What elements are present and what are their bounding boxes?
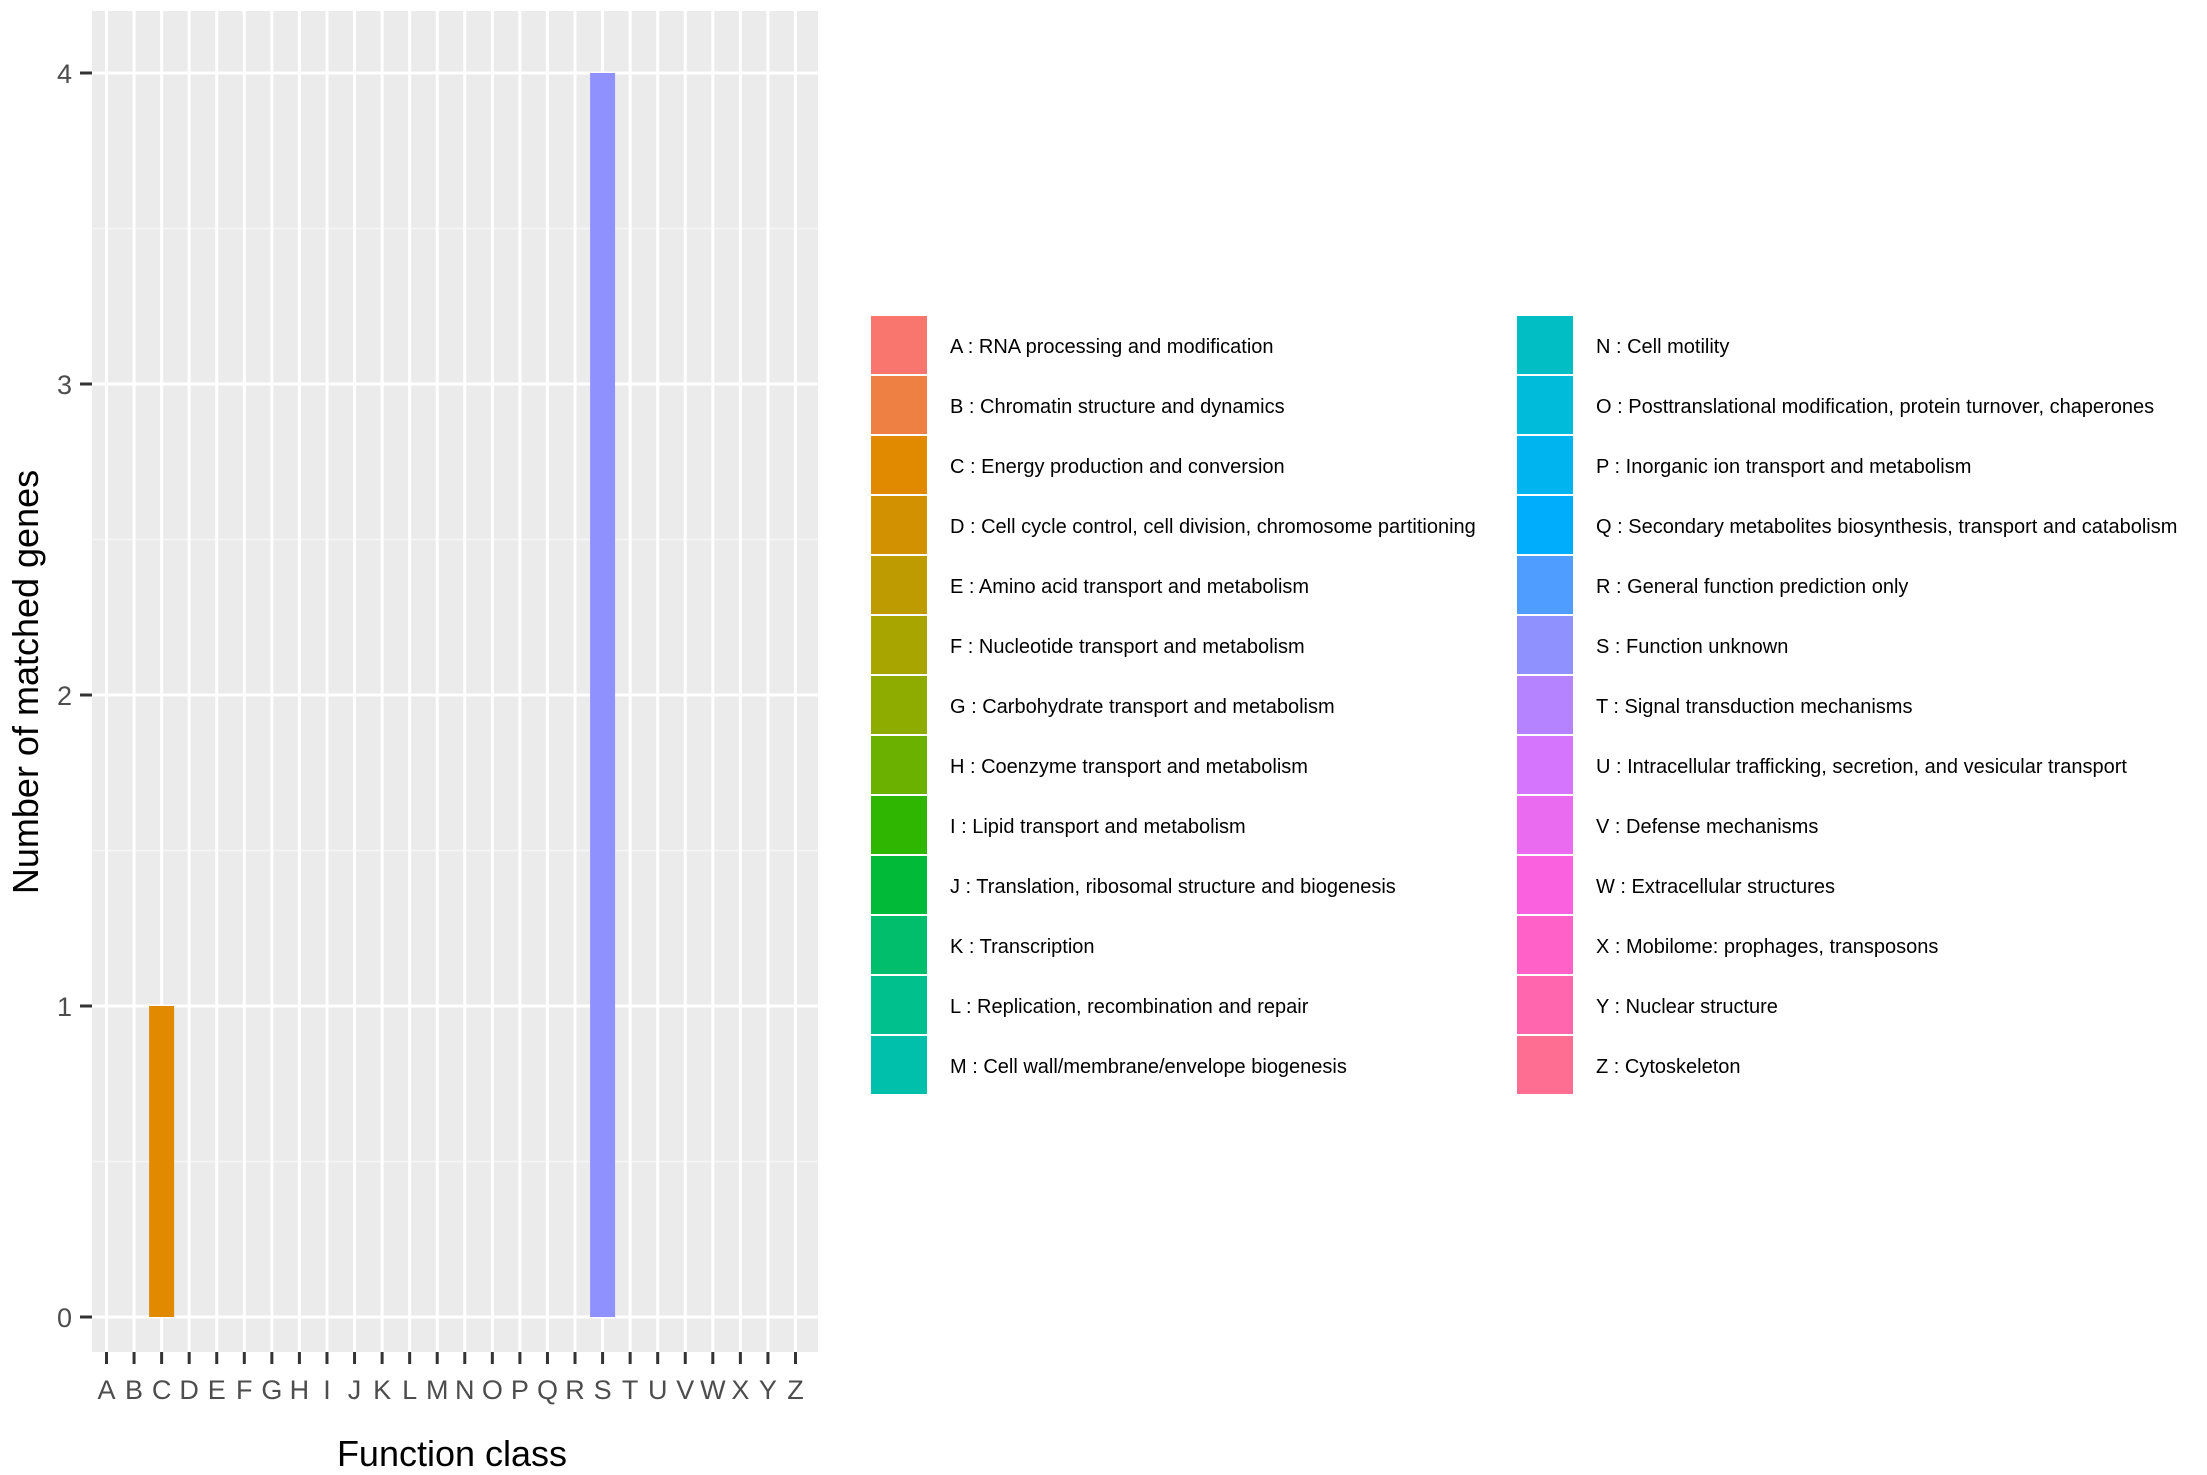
legend-label: G : Carbohydrate transport and metabolis… [950, 696, 1335, 718]
legend-key [1517, 316, 1573, 374]
legend-label: S : Function unknown [1596, 636, 1788, 658]
legend-label: A : RNA processing and modification [950, 336, 1274, 358]
legend-key [1517, 916, 1573, 974]
y-tick-label: 1 [57, 992, 72, 1022]
bars [149, 73, 616, 1317]
x-tick-label: R [565, 1375, 585, 1405]
legend-label: Q : Secondary metabolites biosynthesis, … [1596, 516, 2177, 538]
legend-label: N : Cell motility [1596, 336, 1729, 358]
x-tick-label: N [455, 1375, 475, 1405]
legend-key [871, 376, 927, 434]
bar-c [149, 1006, 175, 1317]
legend-label: F : Nucleotide transport and metabolism [950, 636, 1305, 658]
legend-label: X : Mobilome: prophages, transposons [1596, 936, 1938, 958]
legend-key [1517, 556, 1573, 614]
x-tick-label: K [373, 1375, 391, 1405]
legend-label: M : Cell wall/membrane/envelope biogenes… [950, 1056, 1347, 1078]
x-axis-title: Function class [337, 1433, 567, 1474]
axes: 0 1 2 3 4 A B C D E F G H I J K L M N O P Q R S T U V W X Y Z [57, 59, 804, 1405]
legend-key [871, 436, 927, 494]
legend-label: O : Posttranslational modification, prot… [1596, 396, 2154, 418]
x-tick-label: E [208, 1375, 226, 1405]
x-tick-label: C [152, 1375, 172, 1405]
legend-key [1517, 736, 1573, 794]
legend-label: K : Transcription [950, 936, 1095, 958]
legend-key [1517, 376, 1573, 434]
y-tick-label: 3 [57, 370, 72, 400]
x-tick-label: X [731, 1375, 749, 1405]
legend-key [871, 976, 927, 1034]
x-tick-label: G [261, 1375, 282, 1405]
legend-key [1517, 796, 1573, 854]
x-tick-label: A [97, 1375, 115, 1405]
legend-key [871, 1036, 927, 1094]
x-tick-label: Q [537, 1375, 558, 1405]
legend-key [871, 796, 927, 854]
plot-panel [92, 11, 818, 1352]
legend-key [1517, 1036, 1573, 1094]
x-tick-label: V [676, 1375, 694, 1405]
legend-label: R : General function prediction only [1596, 576, 1908, 598]
legend-label: Y : Nuclear structure [1596, 996, 1778, 1018]
grid-lines [92, 11, 818, 1352]
x-tick-label: T [622, 1375, 639, 1405]
x-tick-label: M [426, 1375, 449, 1405]
legend-label: Z : Cytoskeleton [1596, 1056, 1741, 1078]
legend-key [871, 736, 927, 794]
legend-key [1517, 436, 1573, 494]
legend-label: T : Signal transduction mechanisms [1596, 696, 1912, 718]
legend-label: P : Inorganic ion transport and metaboli… [1596, 456, 1971, 478]
legend-key [871, 676, 927, 734]
legend-key [1517, 496, 1573, 554]
legend-key [871, 496, 927, 554]
legend-key [871, 856, 927, 914]
legend-key [871, 316, 927, 374]
legend: A : RNA processing and modification B : C… [871, 316, 2177, 1094]
x-tick-label: J [348, 1375, 362, 1405]
x-tick-label: O [482, 1375, 503, 1405]
legend-label: L : Replication, recombination and repai… [950, 996, 1309, 1018]
legend-label: D : Cell cycle control, cell division, c… [950, 516, 1476, 538]
x-tick-label: Z [787, 1375, 804, 1405]
x-tick-label: S [594, 1375, 612, 1405]
legend-key [871, 556, 927, 614]
x-tick-label: D [179, 1375, 199, 1405]
legend-label: C : Energy production and conversion [950, 456, 1285, 478]
legend-label: V : Defense mechanisms [1596, 816, 1818, 838]
x-tick-label: F [236, 1375, 253, 1405]
legend-label: W : Extracellular structures [1596, 876, 1835, 898]
bar-s [590, 73, 616, 1317]
y-tick-label: 0 [57, 1303, 72, 1333]
y-tick-label: 4 [57, 59, 72, 89]
x-tick-label: B [125, 1375, 143, 1405]
legend-label: H : Coenzyme transport and metabolism [950, 756, 1308, 778]
legend-key [1517, 676, 1573, 734]
legend-label: I : Lipid transport and metabolism [950, 816, 1246, 838]
legend-label: U : Intracellular trafficking, secretion… [1596, 756, 2127, 778]
legend-label: B : Chromatin structure and dynamics [950, 396, 1285, 418]
x-tick-label: P [511, 1375, 529, 1405]
legend-label: E : Amino acid transport and metabolism [950, 576, 1309, 598]
x-tick-label: Y [759, 1375, 777, 1405]
x-tick-label: I [323, 1375, 331, 1405]
x-tick-label: W [700, 1375, 726, 1405]
legend-key [1517, 856, 1573, 914]
legend-key [871, 616, 927, 674]
y-axis-title: Number of matched genes [5, 470, 46, 894]
legend-label: J : Translation, ribosomal structure and… [950, 876, 1396, 898]
x-tick-label: L [402, 1375, 417, 1405]
legend-key [871, 916, 927, 974]
x-tick-label: H [290, 1375, 310, 1405]
legend-key [1517, 976, 1573, 1034]
legend-key [1517, 616, 1573, 674]
x-tick-label: U [648, 1375, 668, 1405]
y-tick-label: 2 [57, 681, 72, 711]
